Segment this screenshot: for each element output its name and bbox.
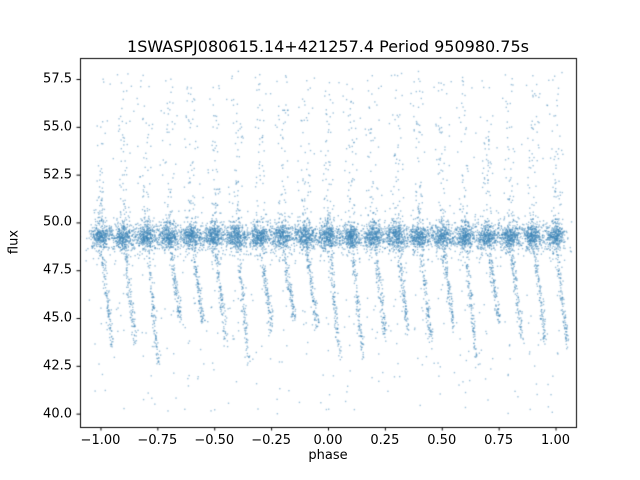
y-axis-label: flux (6, 229, 22, 255)
x-tick-label: 0.25 (370, 433, 400, 448)
x-tick-label: −1.00 (80, 433, 121, 448)
x-tick-label: 0.75 (484, 433, 514, 448)
x-tick-label: 0.50 (427, 433, 457, 448)
x-tick-label: −0.25 (251, 433, 292, 448)
y-tick-label: 45.0 (43, 310, 72, 326)
y-tick-label: 57.5 (43, 71, 72, 87)
x-tick-label: −0.75 (137, 433, 178, 448)
x-tick-label: 1.00 (541, 433, 570, 448)
chart-title: 1SWASPJ080615.14+421257.4 Period 950980.… (127, 37, 529, 56)
y-tick-label: 42.5 (43, 358, 72, 374)
y-tick-label: 52.5 (43, 167, 72, 183)
y-tick-label: 47.5 (43, 262, 72, 278)
y-tick-label: 40.0 (43, 406, 72, 422)
x-tick-label: 0.00 (313, 433, 343, 448)
y-tick-label: 55.0 (43, 119, 72, 135)
y-tick-label: 50.0 (43, 214, 72, 230)
x-axis-label: phase (308, 448, 348, 463)
x-tick-label: −0.50 (194, 433, 235, 448)
